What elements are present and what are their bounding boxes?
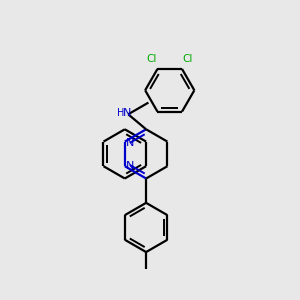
Text: N: N: [122, 108, 131, 118]
Text: N: N: [126, 161, 134, 171]
Text: H: H: [117, 108, 124, 118]
Text: Cl: Cl: [183, 54, 193, 64]
Text: Cl: Cl: [147, 54, 157, 64]
Text: N: N: [126, 138, 134, 148]
